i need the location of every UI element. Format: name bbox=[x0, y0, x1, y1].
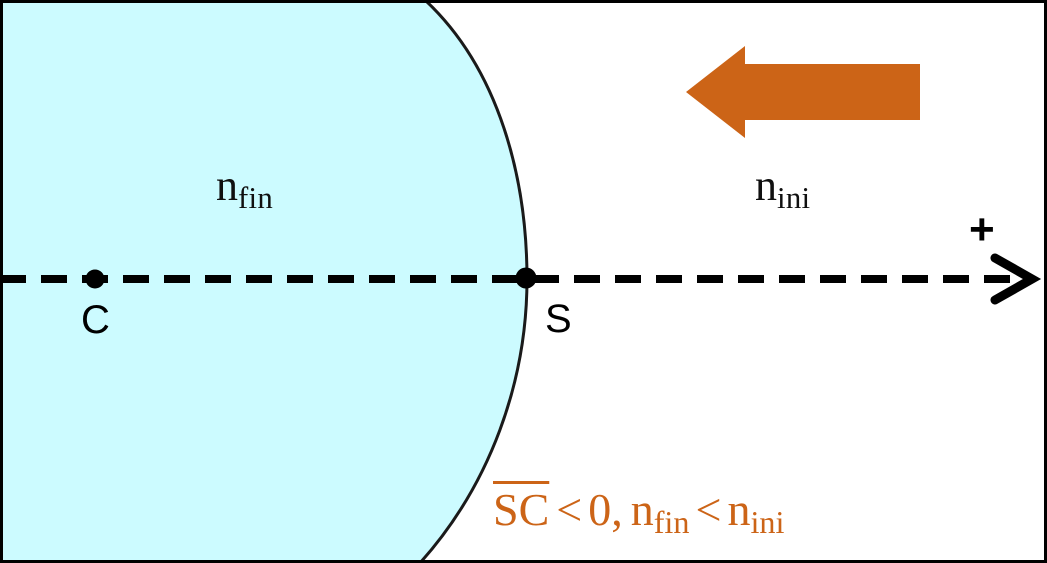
initial-density-label: nini bbox=[755, 161, 810, 214]
condition-term-3-subscript: ini bbox=[750, 504, 785, 541]
condition-term-3-base: n bbox=[727, 484, 751, 535]
positive-direction-sign: + bbox=[969, 205, 995, 254]
condition-term-2-subscript: fin bbox=[653, 504, 690, 541]
condition-relation-1: < bbox=[556, 484, 583, 535]
center-point-label: C bbox=[81, 298, 110, 342]
shock-point-marker bbox=[515, 267, 537, 289]
condition-overline-term: SC bbox=[493, 484, 550, 535]
axis-arrowhead-icon bbox=[990, 253, 1042, 305]
shock-point-label: S bbox=[545, 297, 572, 341]
center-point-marker bbox=[85, 269, 105, 289]
initial-density-base: n bbox=[755, 161, 777, 210]
final-density-subscript: fin bbox=[238, 181, 274, 215]
final-density-label: nfin bbox=[216, 161, 273, 214]
condition-value-1: 0 bbox=[588, 484, 612, 535]
initial-density-subscript: ini bbox=[777, 181, 811, 215]
final-density-base: n bbox=[216, 161, 238, 210]
condition-formula: SC <0, nfin < nini bbox=[492, 484, 784, 539]
condition-term-2-base: n bbox=[630, 484, 654, 535]
condition-separator: , bbox=[611, 484, 623, 535]
shock-motion-arrow bbox=[686, 46, 920, 138]
condition-relation-2: < bbox=[695, 484, 722, 535]
